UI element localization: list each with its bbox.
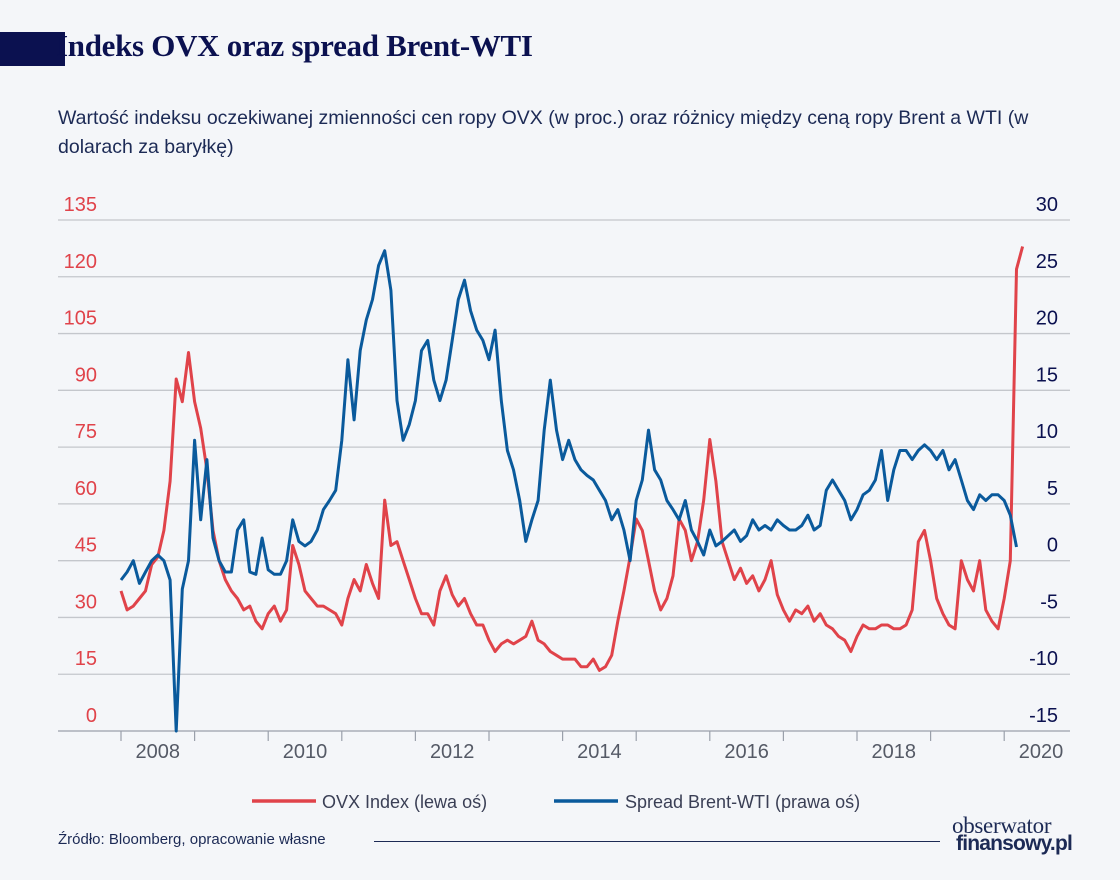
left-tick-label: 135 [64,194,97,216]
right-tick-label: -10 [1029,648,1058,670]
x-tick-label: 2008 [136,741,181,763]
left-y-axis: 0 15 30 45 60 75 90 105 120 135 [64,194,97,727]
x-tick-label: 2010 [283,741,328,763]
chart-subtitle: Wartość indeksu oczekiwanej zmienności c… [58,107,1029,158]
series-line-ovx [119,246,1025,672]
left-tick-label: 105 [64,308,97,330]
series-line-spread [119,249,1018,733]
right-tick-label: 15 [1036,364,1058,386]
left-tick-label: 75 [75,421,97,443]
right-tick-label: -15 [1029,705,1058,727]
footer-divider [374,841,940,842]
title-accent-block [0,32,65,66]
legend-label-spread: Spread Brent-WTI (prawa oś) [625,792,860,812]
left-tick-label: 120 [64,251,97,273]
right-tick-label: 20 [1036,308,1058,330]
x-tick-label: 2012 [430,741,475,763]
legend-label-ovx: OVX Index (lewa oś) [322,792,487,812]
right-tick-label: -5 [1040,591,1058,613]
right-tick-label: 30 [1036,194,1058,216]
left-tick-label: 0 [86,705,97,727]
left-tick-label: 90 [75,364,97,386]
logo-line-1: obserwator [952,813,1052,838]
series-lines [119,246,1025,733]
gridlines [58,219,1070,732]
chart-title: Indeks OVX oraz spread Brent-WTI [56,28,533,63]
x-tick-label: 2020 [1019,741,1064,763]
x-tick-label: 2014 [577,741,622,763]
left-tick-label: 45 [75,535,97,557]
right-tick-label: 0 [1047,535,1058,557]
source-note: Źródło: Bloomberg, opracowanie własne [58,831,326,848]
left-tick-label: 60 [75,478,97,500]
right-tick-label: 25 [1036,251,1058,273]
left-tick-label: 30 [75,591,97,613]
x-tick-label: 2018 [872,741,917,763]
legend: OVX Index (lewa oś) Spread Brent-WTI (pr… [252,792,860,812]
x-axis: 2008 2010 2012 2014 2016 2018 2020 [120,731,1064,763]
right-tick-label: 10 [1036,421,1058,443]
right-tick-label: 5 [1047,478,1058,500]
publisher-logo: obserwator finansowy.pl [952,813,1073,855]
left-tick-label: 15 [75,648,97,670]
logo-line-2: finansowy.pl [956,832,1073,855]
x-tick-label: 2016 [724,741,769,763]
right-y-axis: -15 -10 -5 0 5 10 15 20 25 30 [1029,194,1058,727]
